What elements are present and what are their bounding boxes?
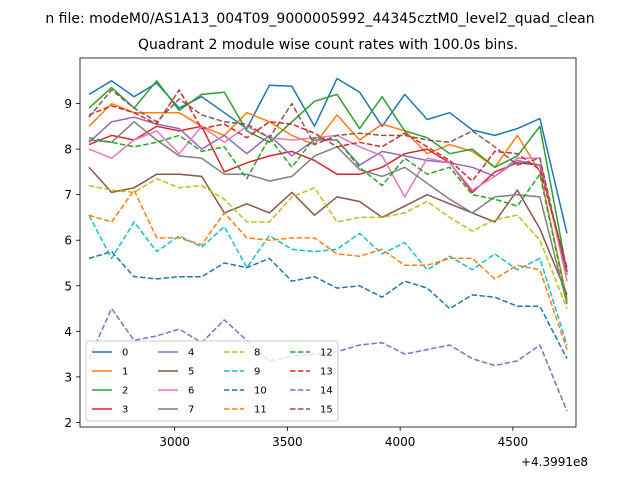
- series-line-7: [88, 121, 568, 305]
- legend-label-9: 9: [254, 367, 260, 378]
- legend-label-0: 0: [122, 348, 128, 359]
- legend-label-8: 8: [254, 348, 260, 359]
- legend-label-5: 5: [188, 367, 194, 378]
- series-line-3: [88, 125, 568, 273]
- series-line-8: [88, 177, 568, 309]
- y-tick-label: 5: [64, 279, 72, 293]
- legend-label-12: 12: [320, 348, 333, 359]
- y-tick-label: 9: [64, 97, 72, 111]
- legend-label-6: 6: [188, 386, 194, 397]
- x-tick-label: 4000: [385, 435, 416, 449]
- y-tick-label: 2: [64, 416, 72, 430]
- x-tick-label: 3000: [159, 435, 190, 449]
- legend-label-4: 4: [188, 348, 194, 359]
- legend-label-1: 1: [122, 367, 128, 378]
- series-layer: [88, 77, 568, 412]
- y-tick-label: 4: [64, 325, 72, 339]
- y-tick-label: 7: [64, 188, 72, 202]
- legend-label-11: 11: [254, 405, 267, 416]
- y-tick-label: 3: [64, 370, 72, 384]
- y-axis: 2 3 4 5 6 7 8 9: [64, 97, 80, 430]
- x-axis-offset-label: +4.3991e8: [521, 455, 588, 469]
- series-line-12: [88, 134, 568, 302]
- series-line-13: [88, 89, 568, 268]
- x-tick-label: 3500: [272, 435, 303, 449]
- series-line-2: [88, 80, 568, 273]
- chart-title: Quadrant 2 module wise count rates with …: [138, 37, 518, 53]
- legend-label-3: 3: [122, 405, 128, 416]
- figure-suptitle: n file: modeM0/AS1A13_004T09_9000005992_…: [45, 11, 594, 27]
- series-line-11: [88, 189, 568, 350]
- y-tick-label: 6: [64, 234, 72, 248]
- series-line-6: [88, 125, 568, 282]
- x-axis: 3000 3500 4000 4500: [159, 427, 528, 449]
- legend-label-10: 10: [254, 386, 267, 397]
- legend-label-7: 7: [188, 405, 194, 416]
- y-tick-label: 8: [64, 143, 72, 157]
- legend-label-13: 13: [320, 367, 333, 378]
- x-tick-label: 4500: [498, 435, 529, 449]
- plot-frame: [79, 57, 577, 428]
- series-line-9: [88, 214, 568, 346]
- series-line-15: [88, 89, 568, 275]
- legend-label-2: 2: [122, 386, 128, 397]
- series-line-1: [88, 102, 568, 300]
- series-line-10: [88, 250, 568, 360]
- legend-label-14: 14: [320, 386, 333, 397]
- legend-box: [85, 340, 339, 422]
- legend-label-15: 15: [320, 405, 333, 416]
